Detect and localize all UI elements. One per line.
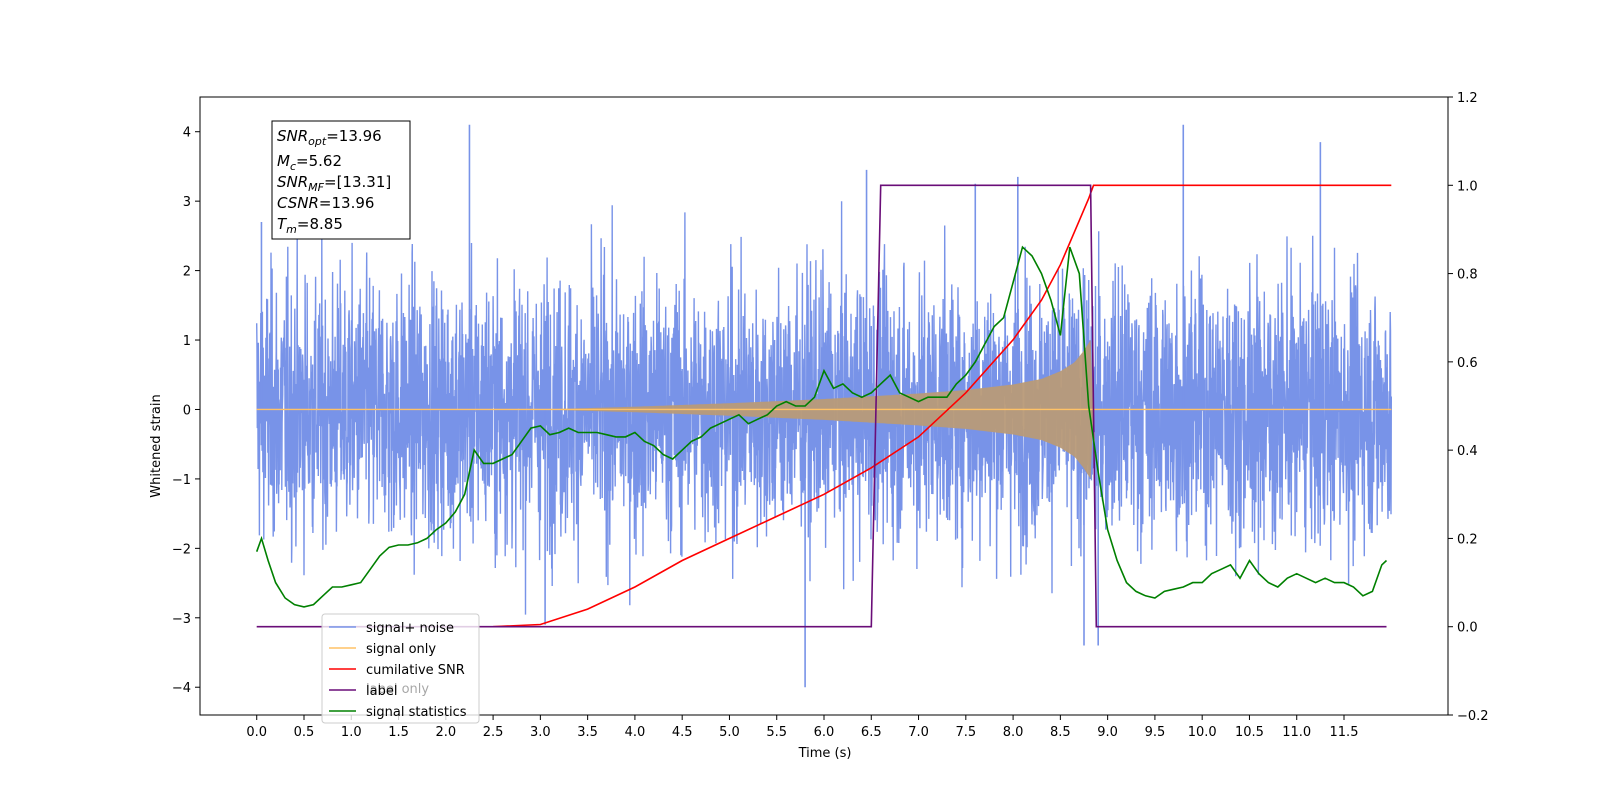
legend-label: signal+ noise [366, 621, 454, 636]
y-axis-label: Whitened strain [149, 394, 164, 497]
y2-tick-label: 1.0 [1457, 179, 1478, 194]
legend-entry: cumilative SNR [329, 663, 465, 678]
legend-hidden-entry: label only [366, 682, 429, 697]
y-tick-label: −1 [172, 473, 191, 488]
x-tick-label: 9.5 [1145, 725, 1166, 740]
legend-entry: signal statistics [329, 705, 467, 720]
x-tick-label: 0.0 [246, 725, 267, 740]
x-tick-label: 2.5 [483, 725, 504, 740]
x-tick-label: 3.5 [577, 725, 598, 740]
y2-tick-label: 0.2 [1457, 532, 1478, 547]
y-tick-label: 4 [183, 126, 191, 141]
plot-area [255, 124, 1392, 688]
x-tick-label: 11.5 [1330, 725, 1359, 740]
series-cumulative-snr [493, 184, 1392, 628]
series-signal-noise [256, 124, 1392, 688]
annotation-line: SNRMF=[13.31] [277, 173, 391, 194]
x-tick-label: 10.0 [1188, 725, 1217, 740]
x-tick-label: 8.5 [1050, 725, 1071, 740]
legend-label: signal only [366, 642, 436, 657]
x-axis-label: Time (s) [798, 746, 852, 761]
legend: label only signal+ noise signal only cumila… [321, 613, 480, 724]
series-label [256, 184, 1387, 628]
y2-tick-label: 0.8 [1457, 268, 1478, 283]
annotation-line: CSNR=13.96 [277, 194, 374, 212]
series-signal-only [256, 340, 1392, 479]
legend-label: label [366, 684, 397, 699]
x-tick-label: 8.0 [1003, 725, 1024, 740]
annotation-line: Mc=5.62 [277, 152, 342, 173]
annotation-frame [271, 120, 411, 240]
x-axis: 0.0 0.5 1.0 1.5 2.0 2.5 3.0 3.5 4.0 4.5 5.0 5.5 6.0 6… [246, 715, 1358, 740]
y2-tick-label: 0.4 [1457, 444, 1478, 459]
x-tick-label: 6.0 [814, 725, 835, 740]
x-tick-label: 9.0 [1097, 725, 1118, 740]
x-tick-label: 6.5 [861, 725, 882, 740]
x-tick-label: 7.5 [955, 725, 976, 740]
annotation-box: SNRopt=13.96 Mc=5.62SNRMF=[13.31]CSNR=13.… [271, 120, 411, 240]
y-tick-label: 1 [183, 334, 191, 349]
y2-tick-label: −0.2 [1457, 709, 1489, 724]
x-tick-label: 7.0 [908, 725, 929, 740]
y2-tick-label: 0.0 [1457, 621, 1478, 636]
y-tick-label: −4 [172, 681, 191, 696]
y-tick-label: −2 [172, 542, 191, 557]
legend-label: cumilative SNR [366, 663, 465, 678]
x-tick-label: 5.5 [766, 725, 787, 740]
legend-entry: signal only [329, 642, 436, 657]
x-tick-label: 5.0 [719, 725, 740, 740]
legend-frame [321, 613, 480, 724]
y-axis-right: 1.2 1.0 0.8 0.6 0.4 0.2 0.0 −0.2 [1448, 91, 1489, 724]
x-tick-label: 10.5 [1235, 725, 1264, 740]
x-tick-label: 0.5 [294, 725, 315, 740]
x-tick-label: 1.5 [388, 725, 409, 740]
x-tick-label: 1.0 [341, 725, 362, 740]
y2-tick-label: 1.2 [1457, 91, 1478, 106]
y-tick-label: 0 [183, 403, 191, 418]
series-signal-statistics [255, 245, 1388, 608]
x-tick-label: 3.0 [530, 725, 551, 740]
legend-entry: signal+ noise [329, 621, 454, 636]
x-tick-label: 4.0 [625, 725, 646, 740]
annotation-line: Tm=8.85 [277, 215, 343, 236]
legend-entry: label [329, 684, 397, 699]
y2-tick-label: 0.6 [1457, 356, 1478, 371]
y-axis-left: 4 3 2 1 0 −1 −2 −3 −4 [172, 126, 200, 696]
x-tick-label: 2.0 [435, 725, 456, 740]
y-tick-label: 2 [183, 265, 191, 280]
annotation-line: SNRopt=13.96 [277, 127, 382, 148]
y-tick-label: 3 [183, 195, 191, 210]
y-tick-label: −3 [172, 612, 191, 627]
x-tick-label: 4.5 [672, 725, 693, 740]
signal-noise-line [256, 201, 1392, 615]
legend-label: signal statistics [366, 705, 467, 720]
x-tick-label: 11.0 [1282, 725, 1311, 740]
